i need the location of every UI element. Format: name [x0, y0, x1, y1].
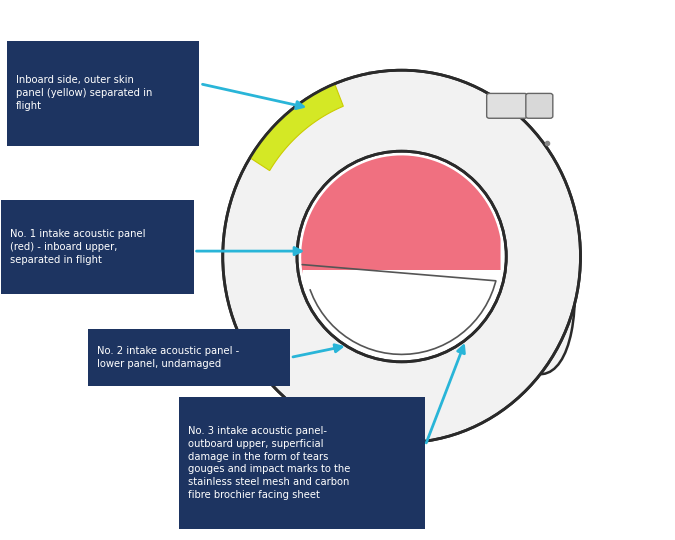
- FancyArrowPatch shape: [196, 247, 301, 255]
- FancyBboxPatch shape: [487, 93, 527, 118]
- FancyBboxPatch shape: [179, 397, 425, 529]
- Polygon shape: [250, 84, 344, 171]
- Text: Inboard side, outer skin
panel (yellow) separated in
flight: Inboard side, outer skin panel (yellow) …: [16, 76, 152, 111]
- Ellipse shape: [464, 112, 575, 374]
- FancyArrowPatch shape: [293, 345, 342, 357]
- FancyArrowPatch shape: [202, 84, 303, 109]
- FancyBboxPatch shape: [526, 93, 553, 118]
- Text: No. 1 intake acoustic panel
(red) - inboard upper,
separated in flight: No. 1 intake acoustic panel (red) - inbo…: [10, 230, 146, 265]
- FancyBboxPatch shape: [88, 329, 290, 386]
- Text: No. 2 intake acoustic panel -
lower panel, undamaged: No. 2 intake acoustic panel - lower pane…: [97, 346, 239, 369]
- FancyBboxPatch shape: [1, 200, 194, 294]
- FancyArrowPatch shape: [426, 346, 464, 443]
- Text: No. 3 intake acoustic panel-
outboard upper, superficial
damage in the form of t: No. 3 intake acoustic panel- outboard up…: [188, 426, 350, 500]
- Ellipse shape: [223, 70, 580, 443]
- FancyBboxPatch shape: [7, 40, 199, 146]
- Polygon shape: [301, 156, 501, 274]
- Ellipse shape: [297, 151, 506, 362]
